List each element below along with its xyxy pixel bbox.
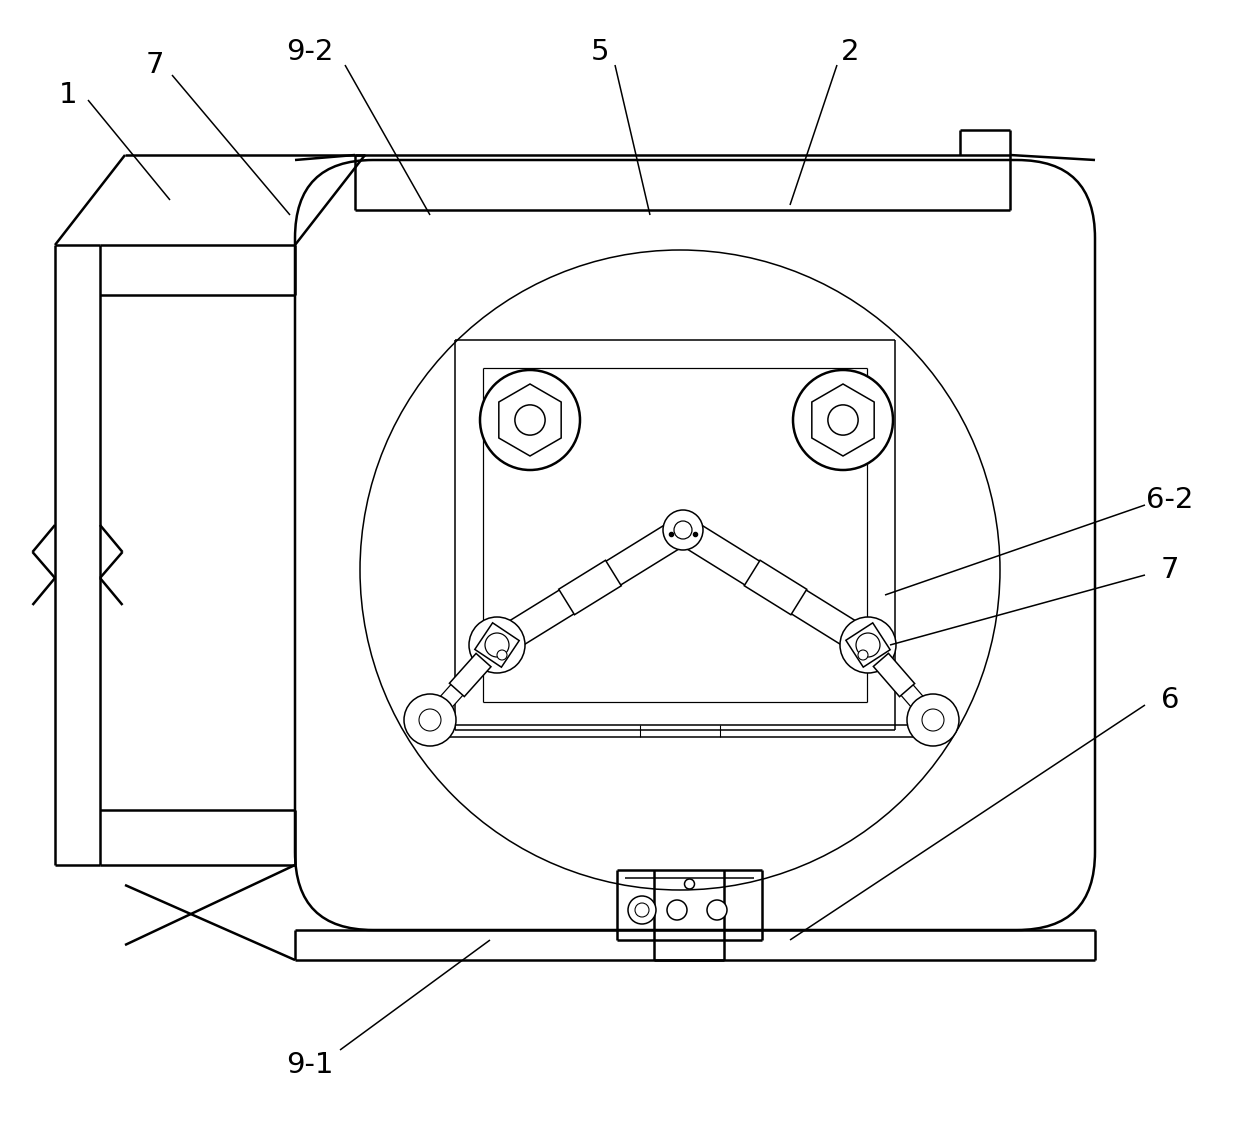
Polygon shape xyxy=(846,622,890,667)
Polygon shape xyxy=(676,518,875,657)
Circle shape xyxy=(485,633,508,657)
Text: 6-2: 6-2 xyxy=(1146,486,1194,514)
Circle shape xyxy=(839,617,897,673)
Circle shape xyxy=(707,899,727,920)
Circle shape xyxy=(419,709,441,731)
Circle shape xyxy=(480,370,580,470)
Polygon shape xyxy=(475,622,520,667)
Circle shape xyxy=(635,903,649,917)
Polygon shape xyxy=(490,518,691,657)
Circle shape xyxy=(469,617,525,673)
Circle shape xyxy=(923,709,944,731)
Circle shape xyxy=(404,694,456,746)
Polygon shape xyxy=(449,653,491,697)
Text: 1: 1 xyxy=(58,81,77,109)
Polygon shape xyxy=(559,560,621,614)
Polygon shape xyxy=(424,640,503,725)
Circle shape xyxy=(794,370,893,470)
Circle shape xyxy=(667,899,687,920)
Circle shape xyxy=(663,510,703,549)
Circle shape xyxy=(856,633,880,657)
Polygon shape xyxy=(873,653,915,697)
Circle shape xyxy=(858,650,868,660)
Circle shape xyxy=(828,405,858,435)
Polygon shape xyxy=(744,560,807,614)
Text: 5: 5 xyxy=(590,38,609,66)
Circle shape xyxy=(906,694,959,746)
Text: 6: 6 xyxy=(1161,686,1179,714)
Polygon shape xyxy=(862,640,939,725)
Circle shape xyxy=(627,896,656,925)
Text: 7: 7 xyxy=(146,51,164,79)
Text: 9-1: 9-1 xyxy=(286,1051,334,1078)
Circle shape xyxy=(497,650,507,660)
Text: 9-2: 9-2 xyxy=(286,38,334,66)
Text: 7: 7 xyxy=(1161,556,1179,584)
Circle shape xyxy=(675,521,692,539)
Circle shape xyxy=(684,879,694,889)
Circle shape xyxy=(515,405,546,435)
FancyBboxPatch shape xyxy=(295,160,1095,930)
Text: 2: 2 xyxy=(841,38,859,66)
